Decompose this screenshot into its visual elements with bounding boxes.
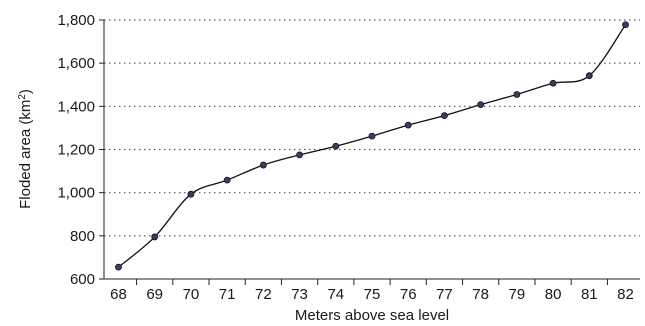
x-tick-label: 72 (255, 286, 272, 303)
series-line (118, 24, 627, 268)
y-axis-title-main: Floded area (km (17, 100, 34, 209)
data-point-74 (332, 142, 340, 150)
axes (99, 19, 640, 285)
data-point-68 (115, 263, 122, 271)
tick-labels: 600 800 1,000 1,200 1,400 1,600 1,800 68 69 70 71 7… (57, 12, 633, 303)
x-axis-title: Meters above sea level (295, 307, 449, 324)
series-line-group (118, 24, 627, 268)
data-point-71 (223, 176, 231, 184)
data-point-80 (549, 79, 557, 87)
x-tick-label: 70 (183, 286, 200, 303)
y-tick-label: 600 (70, 271, 95, 288)
gridlines (104, 19, 640, 237)
x-tick-label: 79 (509, 286, 526, 303)
x-tick-label: 71 (219, 286, 236, 303)
data-point-78 (477, 101, 485, 109)
y-tick-label: 1,000 (57, 185, 95, 202)
x-tick-label: 77 (436, 286, 453, 303)
y-tick-label: 1,200 (57, 142, 95, 159)
y-axis-title: Floded area (km2) (17, 89, 35, 209)
data-point-72 (259, 161, 267, 169)
data-point-73 (296, 151, 303, 159)
data-point-82 (622, 21, 629, 29)
x-tick-label: 80 (545, 286, 562, 303)
data-points (115, 21, 629, 271)
x-tick-label: 76 (400, 286, 417, 303)
data-point-79 (513, 91, 521, 98)
y-tick-label: 1,400 (57, 98, 95, 115)
data-point-77 (441, 112, 448, 120)
x-tick-label: 68 (110, 286, 127, 303)
data-point-75 (368, 132, 376, 140)
data-point-81 (585, 72, 593, 80)
x-tick-label: 81 (581, 286, 598, 303)
y-axis-title-suffix: ) (17, 89, 34, 94)
x-tick-label: 73 (291, 286, 308, 303)
y-axis-title-superscript: 2 (17, 94, 28, 100)
x-tick-label: 78 (472, 286, 489, 303)
y-tick-label: 1,800 (57, 12, 95, 29)
y-tick-label: 800 (70, 228, 95, 245)
x-tick-label: 74 (327, 286, 344, 303)
x-tick-label: 82 (617, 286, 634, 303)
y-tick-label: 1,600 (57, 55, 95, 72)
x-tick-label: 69 (146, 286, 163, 303)
data-point-76 (404, 121, 412, 129)
x-tick-label: 75 (364, 286, 381, 303)
data-point-70 (187, 190, 195, 198)
data-point-69 (151, 233, 159, 241)
